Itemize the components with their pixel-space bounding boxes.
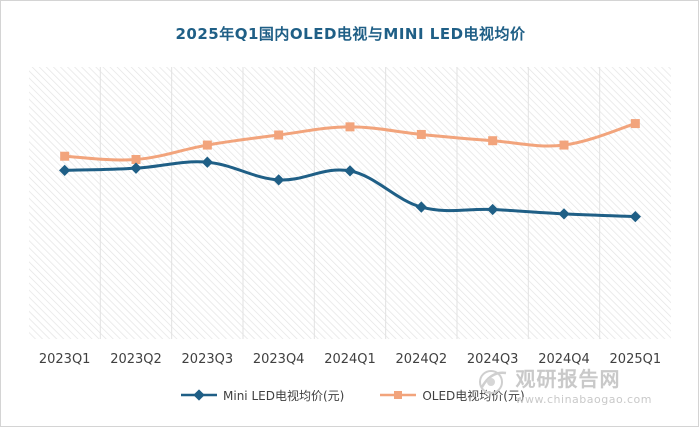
data-point-mini-led: [344, 165, 356, 177]
data-point-oled: [202, 140, 212, 150]
x-tick-label: 2024Q4: [538, 352, 590, 367]
data-point-mini-led: [201, 156, 213, 168]
watermark-logo-icon: [478, 370, 506, 394]
legend-item-mini-led: Mini LED电视均价(元): [181, 387, 344, 404]
data-point-oled: [630, 119, 640, 129]
x-tick-label: 2025Q1: [610, 352, 662, 367]
data-point-oled: [345, 122, 355, 132]
data-point-mini-led: [558, 208, 570, 220]
x-tick-label: 2023Q1: [39, 352, 91, 367]
legend-mini-led-label: Mini LED电视均价(元): [223, 388, 345, 403]
data-point-oled: [60, 151, 70, 161]
chart-legend: Mini LED电视均价(元) OLED电视均价(元): [181, 384, 525, 406]
data-point-oled: [274, 130, 284, 140]
x-tick-label: 2023Q3: [182, 352, 234, 367]
x-tick-label: 2024Q2: [396, 352, 448, 367]
watermark: 观研报告网 www.chinabaogao.com: [478, 363, 652, 406]
legend-mini-led-swatch: [181, 389, 217, 401]
x-tick-label: 2023Q2: [110, 352, 162, 367]
x-tick-label: 2024Q1: [324, 352, 376, 367]
data-point-mini-led: [59, 164, 71, 177]
data-point-mini-led: [130, 162, 142, 174]
x-tick-label: 2024Q3: [467, 352, 519, 367]
data-point-mini-led: [415, 201, 427, 213]
data-point-oled: [559, 140, 569, 150]
data-point-mini-led: [487, 203, 499, 216]
data-point-oled: [416, 129, 426, 139]
legend-item-oled: OLED电视均价(元): [380, 387, 525, 404]
x-tick-label: 2023Q4: [253, 352, 305, 367]
legend-oled-swatch: [380, 391, 417, 399]
data-point-oled: [488, 136, 498, 146]
data-point-mini-led: [273, 174, 285, 186]
plot-area: [29, 67, 671, 339]
data-point-oled: [131, 154, 141, 164]
watermark-en: www.chinabaogao.com: [515, 393, 652, 406]
watermark-cn: 观研报告网: [515, 367, 621, 391]
chart-title: 2025年Q1国内OLED电视与MINI LED电视均价: [175, 25, 526, 43]
data-point-mini-led: [629, 210, 641, 223]
legend-oled-label: OLED电视均价(元): [422, 388, 525, 403]
